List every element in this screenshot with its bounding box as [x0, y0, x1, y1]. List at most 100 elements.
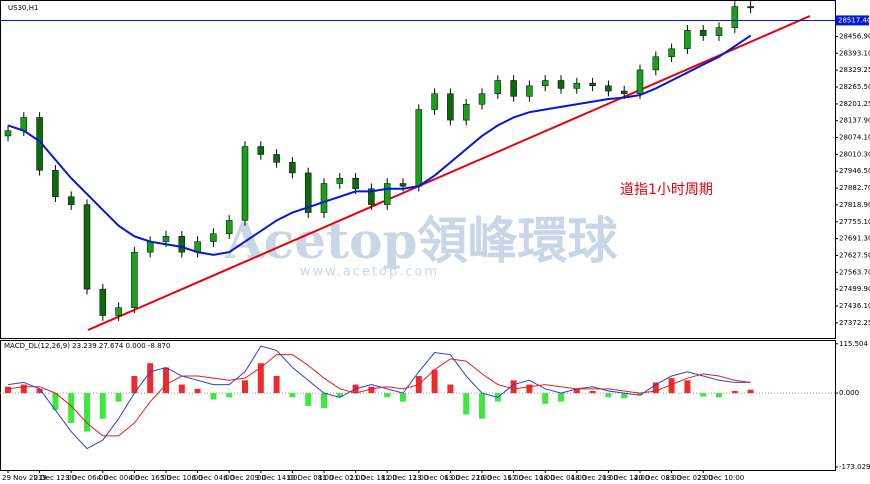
- candle-body: [99, 288, 107, 316]
- x-tick-label: 20 Dec 08:00: [634, 474, 681, 482]
- x-tick-label: 6 Dec 20:00: [223, 474, 266, 482]
- y-tick-label: 27691.30: [839, 235, 870, 243]
- macd-panel: [0, 340, 836, 471]
- histogram-bar: [684, 380, 691, 394]
- candle-body: [225, 220, 233, 234]
- x-tick-label: 18 Dec 20:00: [571, 474, 618, 482]
- x-tick-label: 23 Dec 10:00: [697, 474, 744, 482]
- histogram-bar: [68, 393, 75, 424]
- y-tick-label: 28201.25: [839, 100, 870, 108]
- histogram-bar: [384, 393, 391, 398]
- x-tick-label: 12 Dec 12:00: [381, 474, 428, 482]
- candle-body: [447, 93, 454, 121]
- level-label: 28517.40: [838, 16, 870, 24]
- candle-body: [368, 188, 375, 205]
- watermark: Acetop領峰環球: [224, 211, 618, 270]
- histogram-bar: [321, 393, 327, 409]
- histogram-bar: [573, 388, 580, 394]
- histogram-bar: [368, 386, 375, 394]
- candle-body: [383, 183, 391, 205]
- histogram-bar: [558, 393, 564, 402]
- y-tick-label: 28074.10: [839, 134, 870, 142]
- x-tick-label: 10 Dec 08:00: [286, 474, 333, 482]
- y-tick-label: 28010.30: [839, 150, 870, 158]
- x-tick-label: 3 Dec 06:00: [65, 474, 108, 482]
- candle-body: [684, 30, 691, 50]
- x-tick-label: 5 Dec 10:00: [160, 474, 203, 482]
- candle-body: [146, 241, 154, 253]
- histogram-bar: [526, 384, 533, 394]
- histogram-bar: [242, 380, 248, 394]
- x-tick-label: 19 Dec 14:00: [602, 474, 649, 482]
- x-tick-label: 2 Dec 12:00: [34, 474, 77, 482]
- candle-body: [652, 56, 660, 71]
- candle-body: [557, 80, 565, 89]
- candle-body: [20, 117, 28, 131]
- x-tick-label: 23 Dec 02:00: [666, 474, 713, 482]
- candle-body: [115, 307, 122, 316]
- x-tick-label: 6 Dec 04:00: [192, 474, 235, 482]
- candle-body: [636, 69, 644, 94]
- candle-body: [747, 6, 754, 9]
- candle-body: [431, 93, 438, 110]
- histogram-bar: [700, 393, 707, 397]
- x-tick-label: 9 Dec 14:00: [255, 474, 298, 482]
- y-tick-label: 28265.50: [839, 83, 870, 91]
- histogram-bar: [605, 393, 612, 398]
- histogram-bar: [36, 388, 43, 394]
- watermark-url: www.acetop.com: [300, 265, 439, 280]
- candle-body: [52, 170, 59, 197]
- histogram-bar: [289, 393, 296, 398]
- histogram-bar: [20, 384, 27, 394]
- histogram-bar: [273, 376, 280, 394]
- histogram-bar: [668, 378, 675, 394]
- histogram-bar: [463, 393, 470, 415]
- candle-body: [289, 162, 296, 174]
- candle-body: [67, 196, 75, 205]
- histogram-bar: [257, 363, 264, 394]
- y-tick-label: 115.504: [839, 340, 868, 348]
- macd-line: [7, 354, 751, 437]
- candle-body: [462, 104, 470, 121]
- candle-body: [589, 82, 596, 87]
- candle-body: [304, 172, 312, 213]
- histogram-bar: [652, 382, 659, 394]
- candle-body: [620, 90, 628, 94]
- histogram-bar: [147, 363, 154, 394]
- candle-body: [83, 204, 91, 290]
- level-box: [835, 15, 869, 26]
- candle-body: [715, 27, 723, 36]
- y-tick-label: 28137.90: [839, 117, 870, 125]
- x-tick-label: 11 Dec 02:00: [318, 474, 365, 482]
- x-tick-label: 11 Dec 18:00: [350, 474, 397, 482]
- candle-body: [241, 146, 249, 221]
- y-tick-label: 28456.90: [839, 32, 870, 40]
- x-tick-label: 17 Dec 10:00: [508, 474, 555, 482]
- y-tick-label: 28393.10: [839, 49, 870, 57]
- histogram-bar: [589, 390, 596, 394]
- histogram-bar: [305, 393, 312, 406]
- histogram-bar: [194, 388, 201, 394]
- x-tick-label: 16 Dec 16:00: [476, 474, 523, 482]
- moving-average: [7, 34, 752, 256]
- histogram-bar: [716, 393, 722, 398]
- y-tick-label: 27755.10: [839, 218, 870, 226]
- histogram-bar: [131, 376, 138, 394]
- annotation: 道指1小时周期: [620, 182, 713, 198]
- candle-body: [178, 236, 186, 253]
- candle-body: [257, 146, 265, 155]
- candle-body: [210, 233, 217, 242]
- candle-body: [399, 183, 407, 187]
- x-tick-label: 13 Dec 06:00: [413, 474, 460, 482]
- histogram-bar: [5, 386, 11, 394]
- x-tick-label: 4 Dec 16:00: [128, 474, 171, 482]
- indicator-title: MACD_DL(12,26,9) 23.239 27.674 0.000 -8.…: [4, 342, 170, 350]
- candle-body: [699, 30, 707, 36]
- histogram-bar: [99, 393, 106, 419]
- y-tick-label: 27946.50: [839, 167, 870, 175]
- candle-body: [352, 177, 359, 190]
- candle-body: [510, 80, 517, 97]
- candle-body: [415, 109, 423, 187]
- histogram-bar: [479, 393, 485, 419]
